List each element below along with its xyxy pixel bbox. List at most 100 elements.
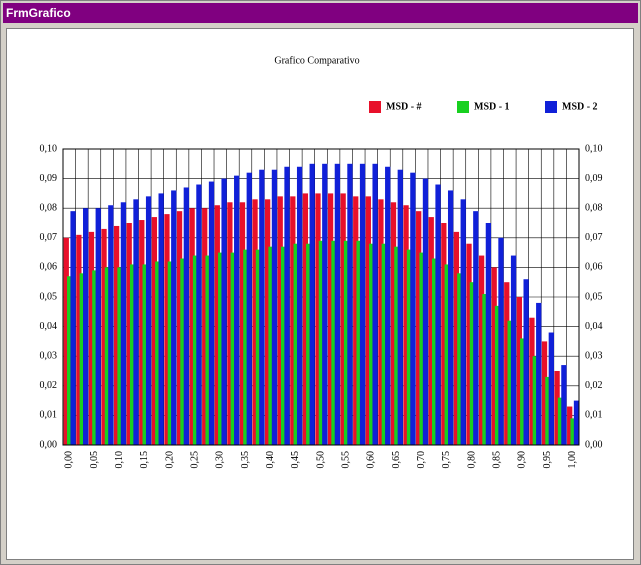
y2-tick-label: 0,05 bbox=[585, 291, 603, 302]
bar bbox=[133, 199, 139, 445]
bar bbox=[381, 243, 387, 445]
bar bbox=[92, 270, 98, 445]
bar bbox=[390, 202, 397, 445]
bar bbox=[120, 202, 127, 445]
x-tick-label: 0,95 bbox=[542, 451, 553, 469]
bar bbox=[167, 261, 173, 445]
bar bbox=[243, 249, 249, 445]
bar bbox=[548, 332, 554, 445]
x-tick-label: 1,00 bbox=[567, 451, 578, 469]
x-tick-label: 0,60 bbox=[366, 451, 377, 469]
bar bbox=[255, 249, 262, 445]
bar bbox=[83, 208, 89, 445]
bar bbox=[460, 199, 466, 445]
bar bbox=[428, 217, 434, 445]
title-bar: FrmGrafico bbox=[3, 3, 638, 23]
y2-tick-label: 0,07 bbox=[585, 232, 603, 243]
bar bbox=[126, 223, 132, 445]
y2-tick-label: 0,02 bbox=[585, 380, 603, 391]
bar bbox=[196, 184, 202, 445]
bar bbox=[457, 273, 463, 445]
x-tick-label: 0,50 bbox=[315, 451, 326, 469]
y-tick-label: 0,10 bbox=[40, 143, 58, 154]
y-tick-label: 0,02 bbox=[40, 380, 58, 391]
bar bbox=[473, 211, 479, 445]
bar bbox=[155, 261, 161, 445]
bar bbox=[469, 282, 476, 445]
bar bbox=[176, 211, 183, 445]
x-tick-label: 0,25 bbox=[189, 451, 200, 469]
bar bbox=[151, 217, 158, 445]
x-tick-label: 0,85 bbox=[491, 451, 502, 469]
bar bbox=[498, 237, 504, 445]
x-tick-label: 0,70 bbox=[416, 451, 427, 469]
y-tick-label: 0,04 bbox=[40, 321, 58, 332]
y2-tick-label: 0,06 bbox=[585, 262, 603, 273]
x-tick-label: 0,15 bbox=[139, 451, 150, 469]
legend-label: MSD - 1 bbox=[474, 101, 510, 112]
x-tick-label: 0,00 bbox=[64, 451, 75, 469]
x-tick-label: 0,90 bbox=[517, 451, 528, 469]
y-tick-label: 0,09 bbox=[40, 173, 58, 184]
bar bbox=[419, 252, 425, 445]
chart: Grafico Comparativo 0,00 0,00 0,01 0,01 0,02… bbox=[6, 28, 634, 560]
bar bbox=[280, 246, 287, 445]
bar bbox=[573, 400, 580, 445]
bar bbox=[510, 255, 517, 445]
bar bbox=[139, 220, 145, 445]
y2-tick-label: 0,00 bbox=[585, 439, 603, 450]
y2-tick-label: 0,04 bbox=[585, 321, 603, 332]
bar bbox=[327, 193, 334, 445]
bar bbox=[76, 234, 82, 445]
bar bbox=[516, 297, 522, 445]
bar bbox=[394, 246, 400, 445]
bar bbox=[79, 273, 85, 445]
legend-label: MSD - 2 bbox=[562, 101, 598, 112]
legend-swatch bbox=[369, 101, 381, 113]
bar bbox=[372, 163, 378, 446]
bar bbox=[252, 199, 258, 445]
y-tick-label: 0,07 bbox=[40, 232, 58, 243]
bar bbox=[422, 178, 429, 445]
bar bbox=[88, 231, 95, 445]
y2-tick-label: 0,03 bbox=[585, 350, 603, 361]
bar bbox=[158, 193, 164, 445]
bar bbox=[520, 338, 526, 445]
bar bbox=[277, 196, 283, 445]
bar bbox=[403, 205, 409, 445]
x-tick-label: 0,55 bbox=[340, 451, 351, 469]
legend-swatch bbox=[457, 101, 469, 113]
bar bbox=[214, 205, 220, 445]
bar bbox=[284, 166, 290, 445]
bar bbox=[227, 202, 233, 445]
bar bbox=[142, 264, 148, 445]
y-tick-label: 0,06 bbox=[40, 262, 58, 273]
x-tick-label: 0,20 bbox=[164, 451, 175, 469]
bar bbox=[264, 199, 271, 445]
chart-title: Grafico Comparativo bbox=[274, 55, 359, 66]
bar bbox=[365, 196, 371, 445]
bar bbox=[466, 243, 472, 445]
x-tick-label: 0,65 bbox=[391, 451, 402, 469]
bar bbox=[491, 267, 497, 445]
bar bbox=[554, 371, 560, 445]
bar bbox=[536, 302, 542, 445]
bar bbox=[561, 365, 567, 445]
y-tick-label: 0,08 bbox=[40, 202, 58, 213]
bar bbox=[117, 267, 123, 445]
bar bbox=[205, 255, 211, 445]
bar bbox=[192, 255, 199, 445]
bar bbox=[290, 196, 296, 445]
bar bbox=[545, 376, 551, 445]
bar bbox=[541, 341, 548, 445]
bar bbox=[234, 175, 240, 445]
bar bbox=[378, 199, 384, 445]
bar bbox=[239, 202, 246, 445]
bar bbox=[494, 305, 501, 445]
bar bbox=[340, 193, 346, 445]
bar bbox=[221, 178, 227, 445]
bar bbox=[406, 249, 413, 445]
bar bbox=[347, 163, 353, 446]
bar bbox=[322, 163, 328, 446]
bar bbox=[369, 243, 375, 445]
